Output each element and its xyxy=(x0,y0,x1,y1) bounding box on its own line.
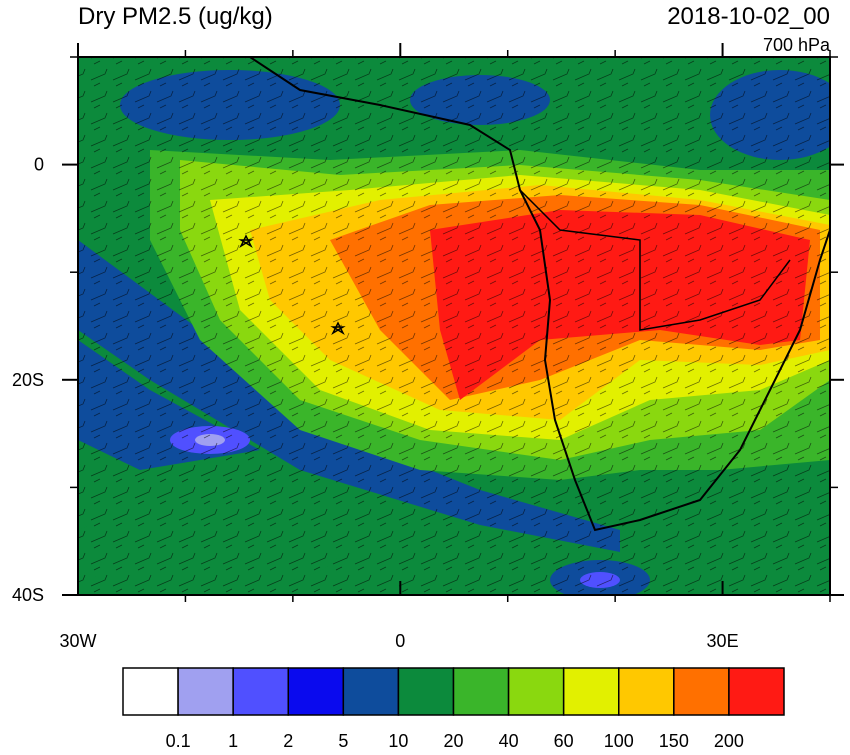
colorbar-box xyxy=(728,667,785,716)
colorbar-box xyxy=(562,667,620,716)
x-tick-label: 0 xyxy=(395,631,405,651)
colorbar-label: 0.1 xyxy=(166,731,191,750)
field xyxy=(78,57,830,595)
x-tick-label: 30E xyxy=(707,631,739,651)
axes: 30W 0 30E 0 20S 40S xyxy=(12,43,844,651)
colorbar-box xyxy=(287,667,345,716)
plot-frame xyxy=(77,56,831,596)
colorbar-label: 150 xyxy=(659,731,689,750)
colorbar-label: 2 xyxy=(283,731,293,750)
colorbar-box xyxy=(673,667,730,716)
colorbar-box xyxy=(618,667,675,716)
colorbar-label: 1 xyxy=(228,731,238,750)
y-tick-label: 40S xyxy=(12,585,44,605)
level-label: 700 hPa xyxy=(763,35,831,55)
colorbar-label: 40 xyxy=(499,731,519,750)
colorbar-box xyxy=(232,667,290,716)
colorbar-label: 60 xyxy=(554,731,574,750)
date-label: 2018-10-02_00 xyxy=(667,3,830,30)
colorbar-label: 20 xyxy=(443,731,463,750)
colorbar-box xyxy=(452,667,510,716)
chart-title: Dry PM2.5 (ug/kg) xyxy=(78,3,273,30)
colorbar-box xyxy=(177,667,234,716)
y-tick-label: 20S xyxy=(12,370,44,390)
colorbar-box xyxy=(122,667,179,716)
x-tick-label: 30W xyxy=(59,631,96,651)
colorbar-box xyxy=(342,667,400,716)
y-tick-label: 0 xyxy=(34,155,44,175)
colorbar-box xyxy=(507,667,565,716)
colorbar: 0.1 1 2 5 10 20 40 60 100 150 200 xyxy=(122,667,785,751)
colorbar-label: 200 xyxy=(714,731,744,750)
colorbar-label: 10 xyxy=(388,731,408,750)
colorbar-label: 5 xyxy=(338,731,348,750)
colorbar-box xyxy=(397,667,455,716)
colorbar-label: 100 xyxy=(604,731,634,750)
